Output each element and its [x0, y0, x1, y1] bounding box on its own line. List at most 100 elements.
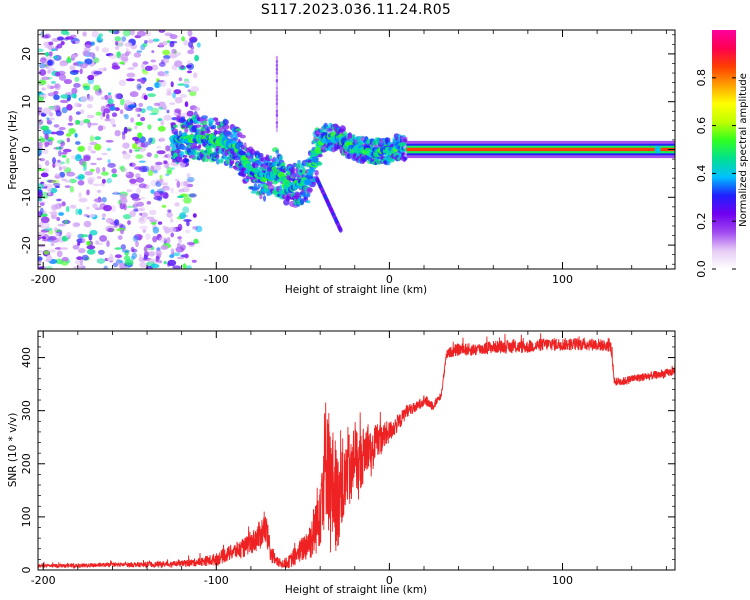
spectrogram-noise-blob: [48, 51, 53, 57]
spectrogram-noise-blob: [103, 204, 112, 212]
spectrogram-noise-blob: [47, 92, 57, 97]
spectrogram-noise-blob: [60, 161, 65, 165]
spectrogram-noise-blob: [139, 216, 145, 222]
spectrogram-ridge-spread: [249, 148, 256, 156]
spectrogram-noise-blob: [112, 123, 117, 128]
spectrogram-noise-blob: [178, 77, 183, 82]
spectrogram-noise-blob: [169, 254, 175, 259]
spectrogram-noise-blob: [62, 148, 72, 153]
spectrogram-noise-blob: [42, 148, 49, 154]
spectrogram-x-tick-label: 100: [552, 273, 573, 286]
spectrogram-ridge-spread: [184, 158, 190, 163]
spectrogram-noise-blob: [82, 50, 90, 57]
spectrogram-noise-blob: [77, 61, 85, 65]
spectrogram-noise-blob: [151, 50, 155, 53]
spectrogram-streak: [275, 74, 279, 79]
spectrogram-noise-blob: [146, 201, 151, 205]
spectrogram-streak: [275, 124, 279, 129]
spectrogram-noise-blob: [114, 247, 122, 250]
spectrogram-edge-blob: [654, 145, 661, 154]
spectrogram-noise-blob: [134, 233, 143, 241]
spectrogram-noise-blob: [174, 60, 183, 68]
spectrogram-noise-blob: [50, 131, 58, 135]
spectrogram-noise-blob: [192, 226, 199, 230]
spectrogram-noise-blob: [113, 191, 117, 195]
spectrogram-noise-blob: [138, 160, 146, 163]
spectrogram-noise-blob: [101, 171, 109, 176]
spectrogram-noise-blob: [121, 36, 127, 42]
spectrogram-noise-blob: [136, 50, 143, 53]
spectrogram-noise-blob: [61, 201, 66, 207]
spectrogram-noise-blob: [107, 98, 114, 105]
spectrogram-noise-blob: [137, 132, 143, 139]
spectrogram-noise-blob: [187, 30, 193, 37]
spectrogram-noise-blob: [39, 158, 45, 162]
spectrogram-noise-blob: [166, 40, 171, 43]
spectrogram-noise-blob: [38, 183, 44, 190]
spectrogram-noise-blob: [41, 76, 50, 81]
spectrogram-ridge-spread: [300, 198, 305, 206]
spectrogram-noise-blob: [141, 212, 148, 218]
spectrogram-noise-blob: [144, 65, 153, 72]
spectrogram-noise-blob: [47, 179, 57, 183]
spectrogram-noise-blob: [41, 236, 46, 240]
spectrogram-noise-blob: [181, 36, 186, 42]
spectrogram-noise-blob: [38, 221, 45, 229]
spectrogram-noise-blob: [94, 143, 102, 151]
spectrogram-noise-blob: [96, 37, 104, 43]
spectrogram-noise-blob: [93, 71, 103, 75]
spectrogram-noise-blob: [77, 180, 85, 186]
spectrogram-noise-blob: [87, 145, 93, 152]
spectrogram-noise-blob: [134, 201, 139, 205]
spectrogram-noise-blob: [196, 42, 201, 48]
spectrogram-noise-blob: [42, 107, 52, 115]
spectrogram-noise-blob: [61, 155, 67, 158]
spectrogram-noise-blob: [55, 45, 59, 51]
spectrogram-noise-blob: [184, 101, 189, 108]
spectrogram-noise-blob: [192, 72, 198, 79]
spectrogram-noise-blob: [103, 108, 111, 114]
spectrogram-ridge-spread: [263, 195, 266, 202]
spectrogram-noise-blob: [157, 125, 166, 132]
spectrogram-noise-blob: [140, 116, 146, 122]
spectrogram-noise-blob: [114, 219, 120, 226]
spectrogram-noise-blob: [150, 189, 155, 194]
spectrogram-noise-blob: [44, 160, 50, 167]
spectrogram-noise-blob: [106, 257, 115, 261]
spectrogram-noise-blob: [102, 111, 106, 117]
spectrogram-noise-blob: [148, 39, 154, 44]
spectrogram-noise-blob: [193, 106, 201, 112]
spectrogram-noise-blob: [38, 48, 44, 53]
spectrogram-ridge-spread: [307, 187, 313, 193]
spectrogram-noise-blob: [152, 235, 158, 243]
spectrogram-noise-blob: [38, 191, 43, 197]
spectrogram-noise-blob: [180, 244, 186, 251]
spectrogram-noise-blob: [118, 54, 128, 61]
spectrogram-ridge-core: [314, 146, 321, 154]
spectrogram-noise-blob: [146, 105, 153, 111]
spectrogram-noise-blob: [162, 187, 171, 192]
spectrogram-noise-blob: [145, 266, 153, 269]
spectrogram-noise-blob: [156, 150, 166, 155]
spectrogram-noise-blob: [119, 202, 125, 210]
spectrogram-noise-blob: [146, 86, 154, 91]
spectrogram-noise-blob: [176, 242, 181, 248]
spectrogram-noise-blob: [146, 152, 152, 158]
spectrogram-noise-blob: [48, 117, 55, 121]
spectrogram-noise-blob: [159, 179, 163, 184]
spectrogram-noise-blob: [126, 205, 135, 208]
spectrogram-noise-blob: [101, 47, 109, 53]
spectrogram-noise-blob: [147, 93, 156, 97]
spectrogram-noise-blob: [136, 78, 141, 82]
spectrogram-noise-blob: [135, 177, 145, 183]
spectrogram-noise-blob: [103, 67, 107, 72]
spectrogram-ridge-spread: [201, 115, 208, 120]
spectrogram-noise-blob: [133, 52, 142, 58]
spectrogram-noise-blob: [57, 223, 66, 227]
spectrogram-noise-blob: [81, 254, 89, 261]
spectrogram-noise-blob: [87, 176, 96, 183]
spectrogram-noise-blob: [43, 227, 53, 231]
spectrogram-noise-blob: [38, 168, 46, 171]
spectrogram-noise-blob: [67, 122, 74, 126]
